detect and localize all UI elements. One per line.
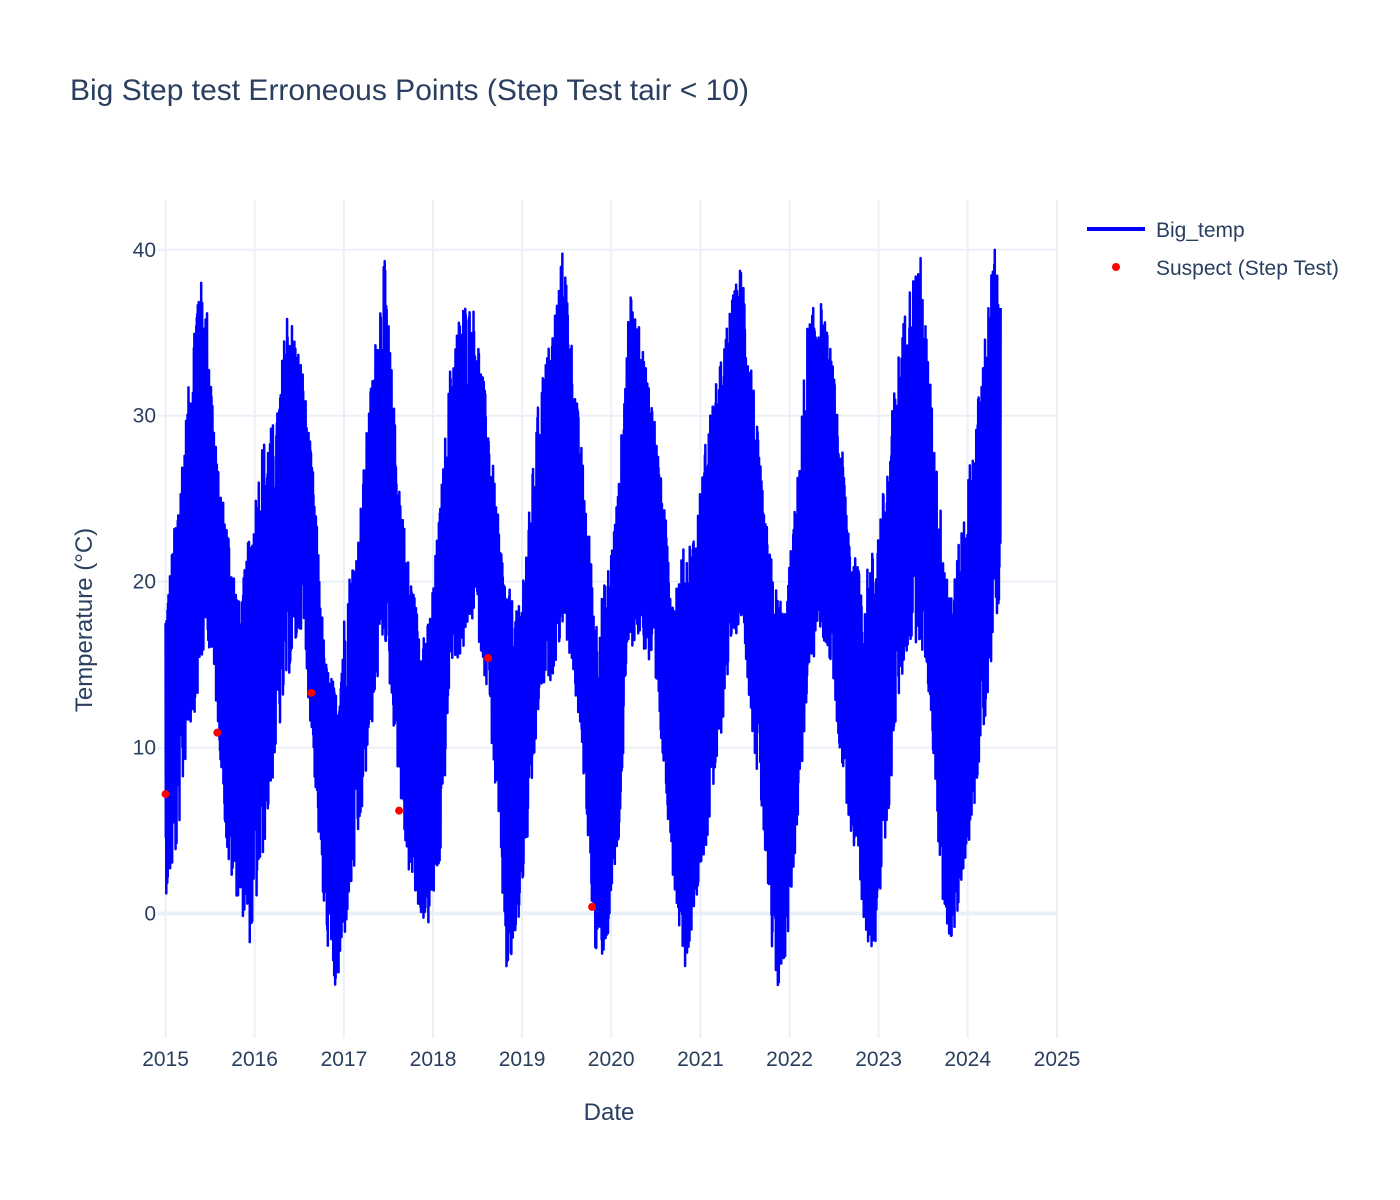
x-tick-label: 2025 (1034, 1048, 1081, 1071)
tick-layer: 0 10 20 30 40 2015 2016 2017 2018 2019 2020 2021 202… (133, 239, 1081, 1071)
x-tick-label: 2017 (321, 1048, 368, 1071)
legend-label-big-temp: Big_temp (1156, 219, 1245, 242)
suspect-point (588, 902, 597, 911)
legend: Big_temp Suspect (Step Test) (1087, 219, 1339, 280)
x-axis-title: Date (584, 1099, 635, 1126)
y-axis-title: Temperature (°C) (71, 528, 98, 712)
x-tick-label: 2021 (677, 1048, 724, 1071)
y-tick-label: 0 (144, 903, 156, 926)
y-tick-label: 10 (133, 737, 156, 760)
suspect-point (213, 728, 222, 737)
x-tick-label: 2018 (410, 1048, 457, 1071)
data-layer (161, 248, 1002, 987)
x-tick-label: 2020 (588, 1048, 635, 1071)
x-tick-label: 2015 (142, 1048, 189, 1071)
suspect-point (307, 688, 316, 697)
series-line-big-temp (164, 248, 1002, 987)
x-tick-label: 2022 (766, 1048, 813, 1071)
legend-marker-swatch (1112, 263, 1120, 271)
y-tick-label: 40 (133, 239, 156, 262)
x-tick-label: 2019 (499, 1048, 546, 1071)
x-tick-label: 2016 (231, 1048, 278, 1071)
chart-title: Big Step test Erroneous Points (Step Tes… (70, 74, 749, 107)
x-tick-label: 2023 (855, 1048, 902, 1071)
x-tick-label: 2024 (944, 1048, 991, 1071)
y-tick-label: 20 (133, 571, 156, 594)
y-tick-label: 30 (133, 405, 156, 428)
suspect-point (484, 653, 493, 662)
suspect-point (161, 790, 170, 799)
suspect-point (395, 806, 404, 815)
legend-label-suspect: Suspect (Step Test) (1156, 257, 1339, 280)
